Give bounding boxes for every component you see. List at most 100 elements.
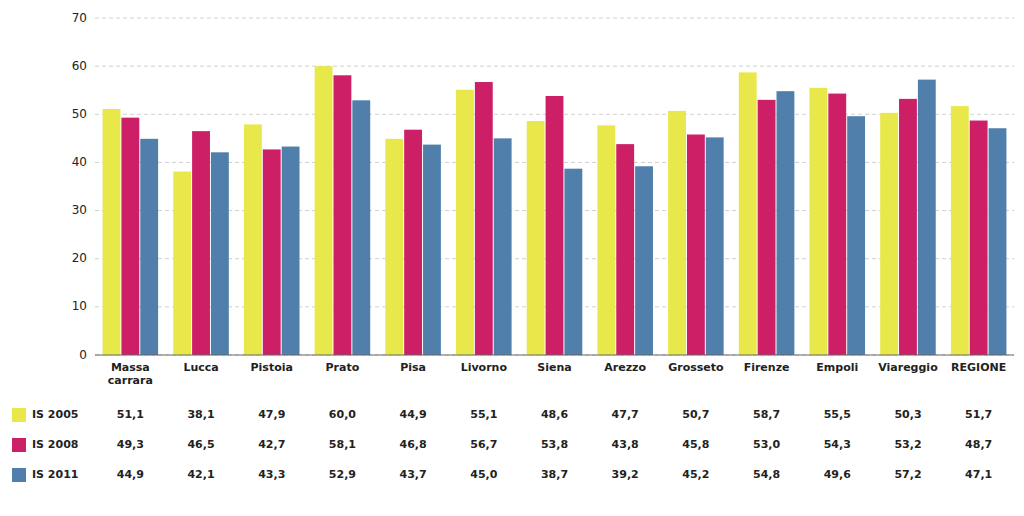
y-tick-label: 70: [72, 11, 87, 25]
data-label: 56,7: [470, 438, 497, 451]
legend-label: IS 2005: [32, 408, 78, 421]
legend-swatch: [12, 408, 26, 422]
data-label: 60,0: [329, 408, 356, 421]
x-tick-label: Grosseto: [668, 361, 724, 374]
data-label: 47,1: [965, 468, 992, 481]
data-label: 46,5: [187, 438, 214, 451]
bar: [333, 75, 351, 355]
x-tick-label: REGIONE: [951, 361, 1006, 374]
bar: [546, 96, 564, 355]
x-tick-label: Livorno: [461, 361, 508, 374]
bar: [706, 137, 724, 355]
x-tick-label: Firenze: [744, 361, 790, 374]
data-label: 44,9: [400, 408, 427, 421]
bar: [809, 88, 827, 355]
bar: [404, 130, 422, 355]
bar: [352, 100, 370, 355]
bar: [597, 125, 615, 355]
y-tick-label: 0: [79, 348, 87, 362]
bar: [103, 109, 121, 355]
data-label: 44,9: [117, 468, 144, 481]
bar: [739, 72, 757, 355]
bar: [121, 118, 139, 355]
bar: [777, 91, 795, 355]
bar: [687, 135, 705, 355]
bar: [635, 166, 653, 355]
grid-line: [95, 355, 1014, 356]
bar: [970, 121, 988, 355]
x-tick-label: Arezzo: [604, 361, 646, 374]
bar: [494, 138, 512, 355]
data-label: 45,0: [470, 468, 497, 481]
bar: [263, 149, 281, 355]
data-label: 57,2: [894, 468, 921, 481]
data-label: 47,7: [612, 408, 639, 421]
bar: [211, 152, 229, 355]
data-label: 47,9: [258, 408, 285, 421]
x-axis: MassacarraraLuccaPistoiaPratoPisaLivorno…: [108, 361, 1006, 387]
legend-label: IS 2008: [32, 438, 78, 451]
x-tick-label: Lucca: [183, 361, 218, 374]
bar: [527, 121, 545, 355]
x-tick-label: Empoli: [816, 361, 858, 374]
data-label: 45,8: [682, 438, 709, 451]
data-label: 53,8: [541, 438, 568, 451]
y-tick-label: 10: [72, 299, 87, 313]
y-axis: 0 10 20 30 40 50 60 70: [72, 11, 1014, 362]
bar: [668, 111, 686, 355]
data-label: 42,1: [187, 468, 214, 481]
data-label: 54,3: [824, 438, 851, 451]
bar: [173, 172, 191, 355]
data-label: 58,7: [753, 408, 780, 421]
data-label: 43,7: [400, 468, 427, 481]
bar: [616, 144, 634, 355]
data-label: 49,6: [824, 468, 851, 481]
data-label: 58,1: [329, 438, 356, 451]
data-label: 53,0: [753, 438, 780, 451]
data-label: 53,2: [894, 438, 921, 451]
bar: [951, 106, 969, 355]
bar: [385, 139, 403, 355]
bar: [899, 99, 917, 355]
data-label: 45,2: [682, 468, 709, 481]
x-axis-line: [95, 355, 1014, 356]
data-label: 55,1: [470, 408, 497, 421]
chart-svg: 0 10 20 30 40 50 60 70 Massacarrara Lucca Pistoia P…: [0, 0, 1024, 516]
legend: IS 200551,138,147,960,044,955,148,647,75…: [12, 408, 992, 482]
bar: [456, 90, 474, 355]
data-label: 38,1: [187, 408, 214, 421]
legend-label: IS 2011: [32, 468, 78, 481]
bar: [282, 147, 300, 355]
y-tick-label: 60: [72, 59, 87, 73]
data-label: 55,5: [824, 408, 851, 421]
y-tick-label: 50: [72, 107, 87, 121]
x-tick-label: Massacarrara: [108, 361, 153, 387]
chart-container: 0 10 20 30 40 50 60 70 Massacarrara Lucca Pistoia P…: [0, 0, 1024, 516]
data-label: 48,7: [965, 438, 992, 451]
y-tick-label: 30: [72, 203, 87, 217]
data-label: 50,7: [682, 408, 709, 421]
x-tick-label: Siena: [537, 361, 571, 374]
y-tick-label: 20: [72, 251, 87, 265]
grid-line: [95, 66, 1014, 67]
data-label: 43,3: [258, 468, 285, 481]
bar: [880, 113, 898, 355]
bar: [423, 145, 441, 355]
y-tick-label: 40: [72, 155, 87, 169]
grid-line: [95, 18, 1014, 19]
x-tick-label: Viareggio: [878, 361, 938, 374]
bar: [989, 128, 1007, 355]
legend-swatch: [12, 468, 26, 482]
bar: [475, 82, 493, 355]
bar: [192, 131, 210, 355]
data-label: 38,7: [541, 468, 568, 481]
data-label: 51,1: [117, 408, 144, 421]
x-tick-label: Pistoia: [251, 361, 293, 374]
data-label: 39,2: [612, 468, 639, 481]
bar: [847, 116, 865, 355]
data-label: 43,8: [612, 438, 639, 451]
bar: [244, 124, 262, 355]
x-tick-label: Pisa: [400, 361, 426, 374]
bars: [103, 66, 1007, 355]
data-label: 42,7: [258, 438, 285, 451]
